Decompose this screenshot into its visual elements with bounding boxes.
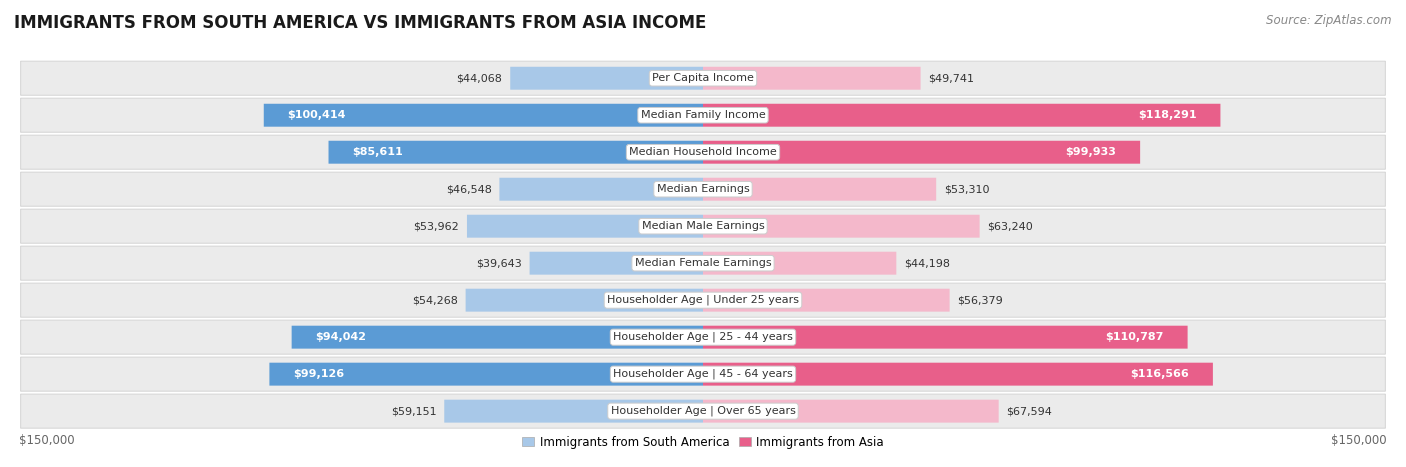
FancyBboxPatch shape [530,252,703,275]
FancyBboxPatch shape [465,289,703,311]
FancyBboxPatch shape [21,283,1385,317]
FancyBboxPatch shape [291,325,703,349]
Text: Median Earnings: Median Earnings [657,184,749,194]
Text: $100,414: $100,414 [287,110,346,120]
FancyBboxPatch shape [703,104,1220,127]
Text: Per Capita Income: Per Capita Income [652,73,754,83]
Text: $99,126: $99,126 [292,369,344,379]
FancyBboxPatch shape [21,320,1385,354]
Text: $116,566: $116,566 [1130,369,1189,379]
Text: $94,042: $94,042 [315,332,366,342]
FancyBboxPatch shape [270,363,703,386]
FancyBboxPatch shape [703,215,980,238]
FancyBboxPatch shape [21,61,1385,95]
FancyBboxPatch shape [329,141,703,163]
FancyBboxPatch shape [499,178,703,201]
Text: $56,379: $56,379 [957,295,1004,305]
Text: $85,611: $85,611 [352,147,404,157]
Text: Median Male Earnings: Median Male Earnings [641,221,765,231]
Text: Householder Age | 45 - 64 years: Householder Age | 45 - 64 years [613,369,793,379]
Text: $63,240: $63,240 [987,221,1033,231]
FancyBboxPatch shape [264,104,703,127]
FancyBboxPatch shape [510,67,703,90]
Text: Median Family Income: Median Family Income [641,110,765,120]
FancyBboxPatch shape [444,400,703,423]
FancyBboxPatch shape [703,67,921,90]
Text: $67,594: $67,594 [1007,406,1053,416]
Text: $44,198: $44,198 [904,258,950,268]
Text: $99,933: $99,933 [1066,147,1116,157]
FancyBboxPatch shape [21,209,1385,243]
FancyBboxPatch shape [467,215,703,238]
Text: Householder Age | Over 65 years: Householder Age | Over 65 years [610,406,796,417]
Legend: Immigrants from South America, Immigrants from Asia: Immigrants from South America, Immigrant… [517,431,889,453]
FancyBboxPatch shape [703,400,998,423]
Text: IMMIGRANTS FROM SOUTH AMERICA VS IMMIGRANTS FROM ASIA INCOME: IMMIGRANTS FROM SOUTH AMERICA VS IMMIGRA… [14,14,706,32]
Text: $53,310: $53,310 [943,184,990,194]
FancyBboxPatch shape [21,172,1385,206]
FancyBboxPatch shape [21,246,1385,280]
Text: $53,962: $53,962 [413,221,460,231]
Text: Source: ZipAtlas.com: Source: ZipAtlas.com [1267,14,1392,27]
Text: Median Female Earnings: Median Female Earnings [634,258,772,268]
FancyBboxPatch shape [703,252,897,275]
FancyBboxPatch shape [703,289,949,311]
FancyBboxPatch shape [21,135,1385,169]
Text: Median Household Income: Median Household Income [628,147,778,157]
FancyBboxPatch shape [703,141,1140,163]
FancyBboxPatch shape [703,178,936,201]
Text: $44,068: $44,068 [457,73,502,83]
Text: $49,741: $49,741 [928,73,974,83]
Text: $54,268: $54,268 [412,295,458,305]
Text: $39,643: $39,643 [477,258,522,268]
Text: $118,291: $118,291 [1139,110,1197,120]
FancyBboxPatch shape [21,357,1385,391]
Text: $110,787: $110,787 [1105,332,1164,342]
FancyBboxPatch shape [703,325,1188,349]
FancyBboxPatch shape [21,98,1385,132]
Text: $59,151: $59,151 [391,406,436,416]
Text: $46,548: $46,548 [446,184,492,194]
Text: Householder Age | 25 - 44 years: Householder Age | 25 - 44 years [613,332,793,342]
FancyBboxPatch shape [703,363,1213,386]
FancyBboxPatch shape [21,394,1385,428]
Text: Householder Age | Under 25 years: Householder Age | Under 25 years [607,295,799,305]
